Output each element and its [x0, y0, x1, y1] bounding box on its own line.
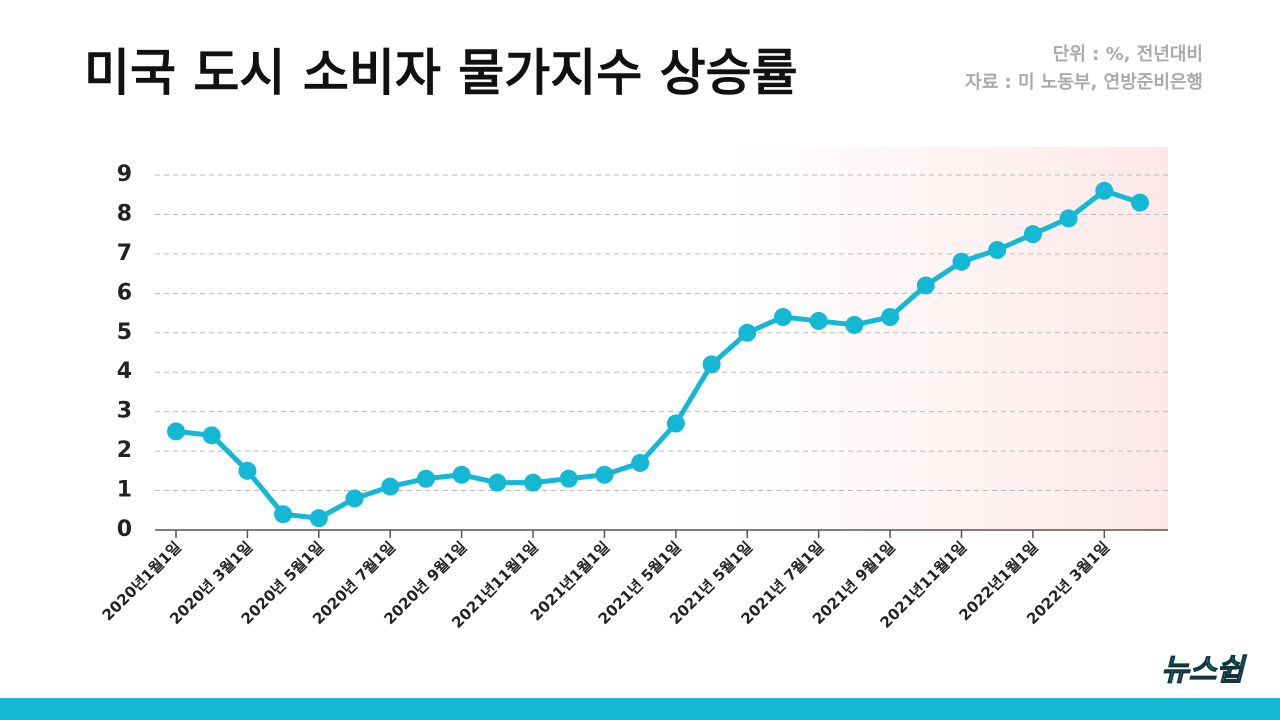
y-tick-label: 9 [117, 162, 132, 187]
chart-title: 미국 도시 소비자 물가지수 상승률 [84, 44, 798, 102]
y-tick-label: 2 [117, 438, 132, 463]
point [809, 311, 828, 330]
point [1095, 181, 1114, 200]
logo: 뉴스쉽 [1161, 653, 1247, 688]
point [738, 323, 757, 342]
point [1131, 193, 1149, 212]
point [988, 240, 1007, 259]
line [175, 188, 1141, 521]
point [452, 465, 471, 484]
point [916, 276, 935, 295]
unit-note: 단위 : %, 전년대비 [1053, 44, 1203, 65]
point [488, 473, 507, 492]
point [952, 252, 971, 271]
point [845, 315, 864, 334]
point [524, 473, 543, 492]
point [416, 469, 435, 488]
point [559, 469, 578, 488]
point [202, 426, 221, 445]
y-tick-label: 4 [117, 359, 132, 384]
point [702, 355, 721, 374]
y-tick-label: 1 [117, 478, 132, 503]
point [595, 465, 614, 484]
point [381, 477, 400, 496]
point [274, 505, 293, 524]
point [1059, 209, 1078, 228]
point [631, 453, 650, 472]
source-note: 자료 : 미 노동부, 연방준비은행 [965, 72, 1203, 93]
y-tick-label: 7 [117, 241, 132, 266]
point [345, 489, 364, 508]
point [881, 308, 900, 326]
point [773, 308, 792, 326]
footer-bar [0, 698, 1280, 720]
y-tick-label: 6 [117, 280, 132, 305]
y-tick-label: 8 [117, 201, 132, 226]
y-tick-label: 5 [117, 320, 132, 345]
point [167, 422, 185, 441]
point [309, 509, 328, 528]
point [238, 461, 257, 480]
highlight-region [730, 147, 1168, 530]
y-tick-label: 0 [117, 517, 132, 542]
y-tick-label: 3 [117, 399, 132, 424]
point [1023, 225, 1042, 244]
point [666, 414, 685, 433]
